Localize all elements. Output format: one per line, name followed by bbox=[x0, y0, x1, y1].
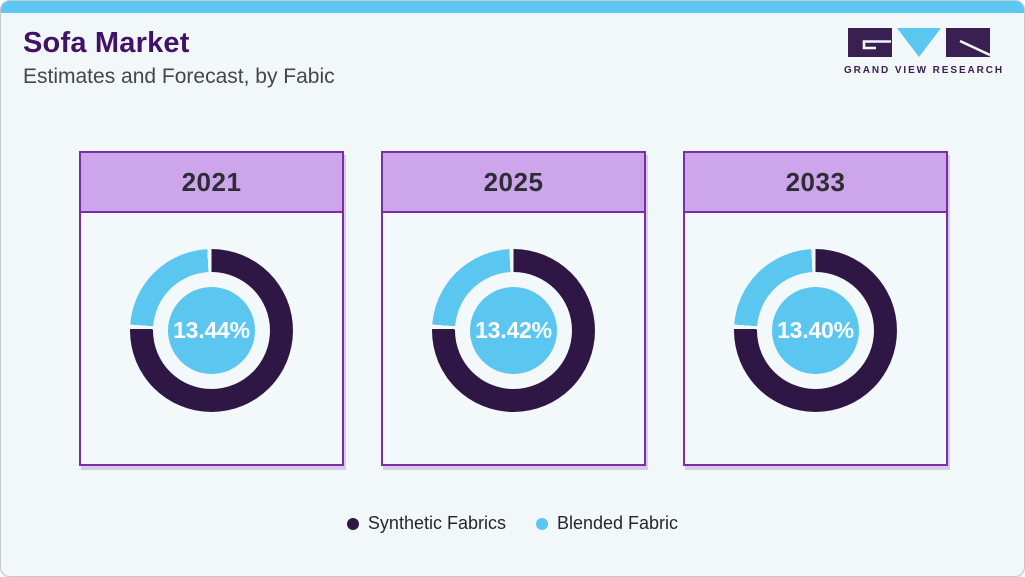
donut-chart-2021: 13.44% bbox=[130, 249, 293, 412]
synthetic-fabrics-dot-icon bbox=[346, 517, 359, 530]
page-title: Sofa Market bbox=[23, 27, 190, 59]
legend-label: Synthetic Fabrics bbox=[367, 513, 506, 533]
card-year-header: 2025 bbox=[383, 153, 644, 213]
gvr-logo-icon bbox=[848, 28, 990, 57]
donut-center-value: 13.44% bbox=[173, 317, 250, 343]
card-2033: 2033 13.40% bbox=[683, 151, 948, 466]
card-body: 13.40% bbox=[685, 213, 946, 462]
chart-legend: Synthetic Fabrics Blended Fabric bbox=[1, 513, 1024, 534]
card-body: 13.42% bbox=[383, 213, 644, 462]
donut-center-circle: 13.44% bbox=[168, 287, 255, 374]
donut-cards-row: 2021 13.44% 2025 13.42% bbox=[79, 151, 948, 466]
card-year-header: 2021 bbox=[81, 153, 342, 213]
page-subtitle: Estimates and Forecast, by Fabic bbox=[23, 65, 335, 88]
donut-chart-2033: 13.40% bbox=[734, 249, 897, 412]
donut-center-circle: 13.40% bbox=[772, 287, 859, 374]
legend-label: Blended Fabric bbox=[556, 513, 679, 533]
card-2025: 2025 13.42% bbox=[381, 151, 646, 466]
donut-chart-2025: 13.42% bbox=[432, 249, 595, 412]
donut-center-value: 13.40% bbox=[777, 317, 854, 343]
accent-top-bar bbox=[1, 1, 1024, 13]
card-2021: 2021 13.44% bbox=[79, 151, 344, 466]
card-year-header: 2033 bbox=[685, 153, 946, 213]
donut-center-value: 13.42% bbox=[475, 317, 552, 343]
logo-shapes bbox=[844, 28, 994, 59]
donut-center-circle: 13.42% bbox=[470, 287, 557, 374]
legend-item-blended-fabric: Blended Fabric bbox=[535, 513, 679, 534]
grand-view-research-logo: GRAND VIEW RESEARCH bbox=[844, 28, 1004, 76]
header: Sofa Market Estimates and Forecast, by F… bbox=[23, 27, 335, 89]
legend-item-synthetic-fabrics: Synthetic Fabrics bbox=[346, 513, 506, 534]
blended-fabric-dot-icon bbox=[535, 517, 548, 530]
logo-text: GRAND VIEW RESEARCH bbox=[844, 65, 1004, 76]
card-body: 13.44% bbox=[81, 213, 342, 462]
